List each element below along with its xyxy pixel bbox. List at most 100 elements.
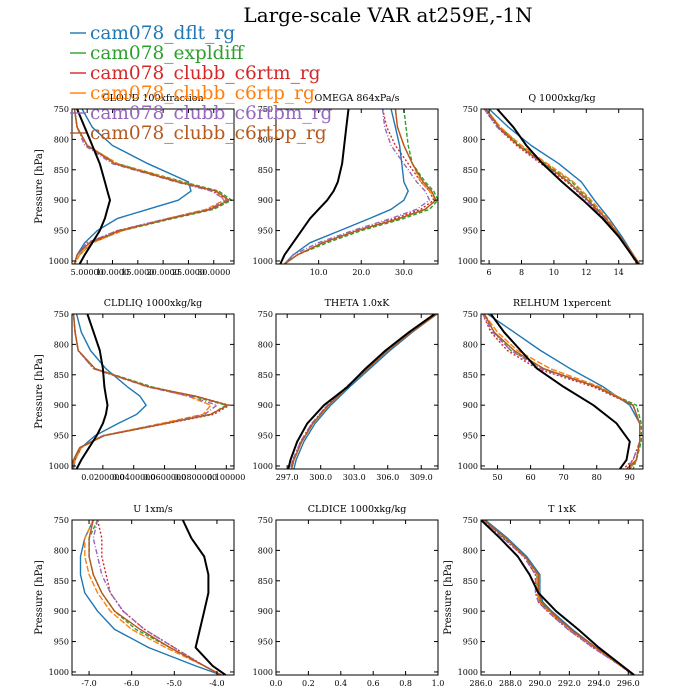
x-tick-label: -7.0	[81, 679, 96, 688]
x-tick-label: 288.0	[499, 679, 522, 688]
plot-frame	[71, 313, 235, 470]
y-tick-label: 850	[463, 371, 478, 380]
x-tick-label: 15.0000	[121, 268, 154, 277]
y-tick-label: 750	[258, 310, 273, 319]
panel-title: T 1xK	[548, 504, 577, 515]
y-tick-label: 1000	[458, 462, 478, 471]
y-tick-label: 750	[258, 516, 273, 525]
x-tick-label: 25.0000	[172, 268, 205, 277]
legend-label: cam078_clubb_c6rtbm_rg	[90, 103, 333, 124]
x-tick-label: 0.2	[302, 679, 315, 688]
y-axis-label: Pressure [hPa]	[34, 354, 45, 429]
series-line-cam078_expldiff	[485, 109, 638, 264]
x-tick-label: 12	[581, 268, 591, 277]
series-line-cam078_dflt_rg	[487, 314, 641, 469]
x-tick-label: 5.00000	[71, 268, 104, 277]
y-tick-label: 950	[54, 432, 69, 441]
y-tick-label: 900	[258, 401, 273, 410]
y-tick-label: 950	[463, 432, 478, 441]
series-line-obs	[279, 109, 350, 264]
x-tick-label: 90	[625, 473, 635, 482]
series-line-obs	[496, 109, 639, 264]
panel-title: Q 1000xkg/kg	[528, 93, 595, 104]
x-tick-label: 290.0	[528, 679, 551, 688]
series-line-cam078_clubb_c6rtbp_rg	[72, 314, 229, 469]
panel-title: CLDLIQ 1000xkg/kg	[104, 298, 202, 309]
x-tick-label: 8	[519, 268, 524, 277]
panel-3: Q 1000xkg/kg 750 800 850 900 950 1000 6 8 10 12 14	[458, 93, 644, 277]
y-tick-label: 800	[54, 546, 69, 555]
legend-label: cam078_clubb_c6rtm_rg	[90, 63, 321, 84]
x-tick-label: 50	[492, 473, 502, 482]
y-tick-label: 750	[463, 105, 478, 114]
x-tick-label: 10.0	[310, 268, 328, 277]
panel-title: RELHUM 1xpercent	[513, 298, 611, 309]
legend-label: cam078_expldiff	[90, 43, 245, 64]
legend-item-cam078_clubb_c6rtp_rg: cam078_clubb_c6rtp_rg	[70, 83, 315, 104]
panel-7: U 1xm/s Pressure [hPa] 750 800 850 900 950 1000…	[34, 504, 235, 688]
series-line-cam078_clubb_c6rtbm_rg	[283, 109, 431, 264]
y-tick-label: 850	[463, 577, 478, 586]
plot-frame	[275, 313, 439, 470]
x-tick-label: 296.0	[617, 679, 640, 688]
series-line-obs	[481, 520, 635, 675]
plot-frame	[480, 108, 644, 265]
x-tick-label: 6	[487, 268, 492, 277]
y-tick-label: 800	[463, 546, 478, 555]
panel-1: CLOUD 100xfraction Pressure [hPa] 750 800 85…	[34, 93, 235, 277]
y-tick-label: 900	[463, 401, 478, 410]
series-line-cam078_expldiff	[284, 109, 438, 264]
series-line-cam078_expldiff	[88, 520, 222, 675]
y-tick-label: 1000	[458, 257, 478, 266]
y-tick-label: 1000	[253, 668, 273, 677]
y-tick-label: 750	[54, 310, 69, 319]
y-tick-label: 1000	[49, 257, 69, 266]
panel-8: CLDICE 1000xkg/kg 750 800 850 900 950 1000 0.0 0…	[253, 504, 445, 688]
x-tick-label: 10	[549, 268, 559, 277]
series-line-cam078_clubb_c6rtbm_rg	[483, 109, 638, 264]
y-tick-label: 950	[54, 227, 69, 236]
y-tick-label: 900	[54, 196, 69, 205]
series-line-cam078_clubb_c6rtbm_rg	[289, 314, 437, 469]
series-line-cam078_clubb_c6rtp_rg	[290, 314, 438, 469]
x-tick-label: 20.0	[352, 268, 370, 277]
series-line-cam078_dflt_rg	[293, 314, 438, 469]
y-tick-label: 850	[258, 166, 273, 175]
x-tick-label: 0.4	[334, 679, 347, 688]
y-axis-label: Pressure [hPa]	[34, 560, 45, 635]
series-line-cam078_clubb_c6rtbp_rg	[73, 109, 230, 264]
y-tick-label: 850	[463, 166, 478, 175]
y-tick-label: 950	[463, 227, 478, 236]
legend-item-cam078_clubb_c6rtbp_rg: cam078_clubb_c6rtbp_rg	[70, 123, 327, 144]
x-tick-label: 292.0	[558, 679, 581, 688]
figure-title: Large-scale VAR at259E,-1N	[243, 3, 532, 27]
x-tick-label: -4.0	[209, 679, 224, 688]
y-tick-label: 900	[54, 607, 69, 616]
series-line-obs	[75, 314, 109, 469]
plot-frame	[275, 519, 439, 676]
x-tick-label: 1.0	[432, 679, 445, 688]
legend-label: cam078_clubb_c6rtbp_rg	[90, 123, 327, 144]
y-tick-label: 900	[463, 607, 478, 616]
y-tick-label: 850	[258, 577, 273, 586]
y-tick-label: 800	[54, 135, 69, 144]
x-tick-label: 0.8	[399, 679, 412, 688]
series-line-cam078_clubb_c6rtbp_rg	[88, 520, 222, 675]
y-tick-label: 750	[463, 516, 478, 525]
y-tick-label: 850	[258, 371, 273, 380]
x-tick-label: 0.0400000	[112, 473, 155, 482]
y-tick-label: 800	[463, 135, 478, 144]
y-tick-label: 750	[54, 105, 69, 114]
series-line-cam078_dflt_rg	[484, 520, 634, 675]
series-line-cam078_clubb_c6rtp_rg	[485, 109, 638, 264]
legend-item-cam078_expldiff: cam078_expldiff	[70, 43, 245, 64]
y-tick-label: 1000	[49, 462, 69, 471]
x-tick-label: 0.6	[367, 679, 380, 688]
x-tick-label: 10.0000	[96, 268, 129, 277]
y-tick-label: 950	[54, 638, 69, 647]
x-tick-label: 297.0	[276, 473, 299, 482]
y-tick-label: 1000	[253, 257, 273, 266]
plot-frame	[71, 108, 235, 265]
plot-frame	[480, 519, 644, 676]
